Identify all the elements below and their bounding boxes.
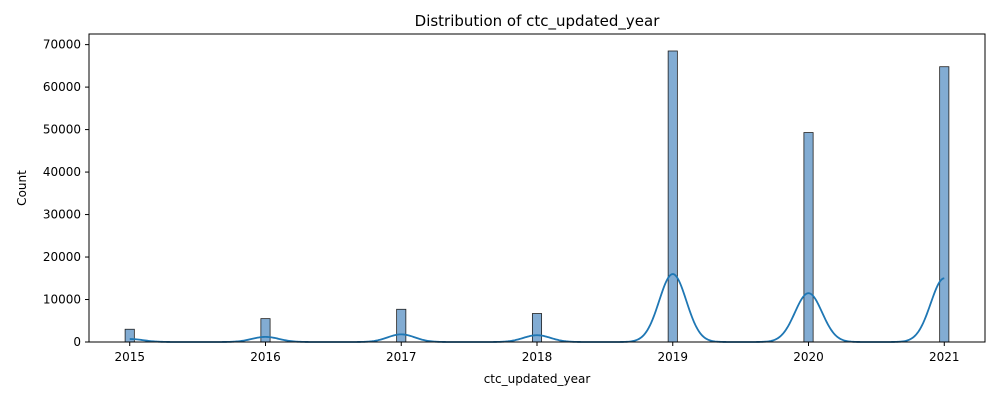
- x-tick-label: 2018: [522, 350, 553, 364]
- x-axis-ticks: 2015 2016 2017 2018 2019 2020 2021: [114, 342, 960, 364]
- y-tick-label: 30000: [43, 208, 81, 222]
- chart-title: Distribution of ctc_updated_year: [415, 12, 661, 31]
- histogram-bar: [667, 50, 678, 343]
- y-tick-label: 0: [73, 335, 81, 349]
- y-tick-label: 20000: [43, 250, 81, 264]
- y-axis-label: Count: [15, 170, 29, 206]
- x-tick-label: 2017: [386, 350, 417, 364]
- histogram-bar: [124, 328, 135, 343]
- histogram-bar: [396, 308, 407, 343]
- y-tick-label: 50000: [43, 123, 81, 137]
- x-axis-label: ctc_updated_year: [484, 372, 591, 386]
- histogram-bar: [939, 66, 950, 343]
- y-tick-label: 10000: [43, 293, 81, 307]
- x-tick-label: 2015: [114, 350, 145, 364]
- x-tick-label: 2019: [657, 350, 688, 364]
- histogram-bar: [531, 313, 543, 343]
- histogram-bar: [803, 132, 814, 343]
- y-tick-label: 40000: [43, 165, 81, 179]
- kde-curve: [129, 273, 945, 343]
- y-axis-ticks: 0 10000 20000 30000 40000 50000 60000 70000: [43, 38, 89, 349]
- axes-frame: [88, 33, 986, 343]
- x-tick-label: 2016: [250, 350, 281, 364]
- bars-group: [124, 50, 950, 343]
- x-tick-label: 2020: [793, 350, 824, 364]
- y-tick-label: 60000: [43, 80, 81, 94]
- histogram-bar: [260, 318, 271, 343]
- y-tick-label: 70000: [43, 38, 81, 52]
- x-tick-label: 2021: [929, 350, 960, 364]
